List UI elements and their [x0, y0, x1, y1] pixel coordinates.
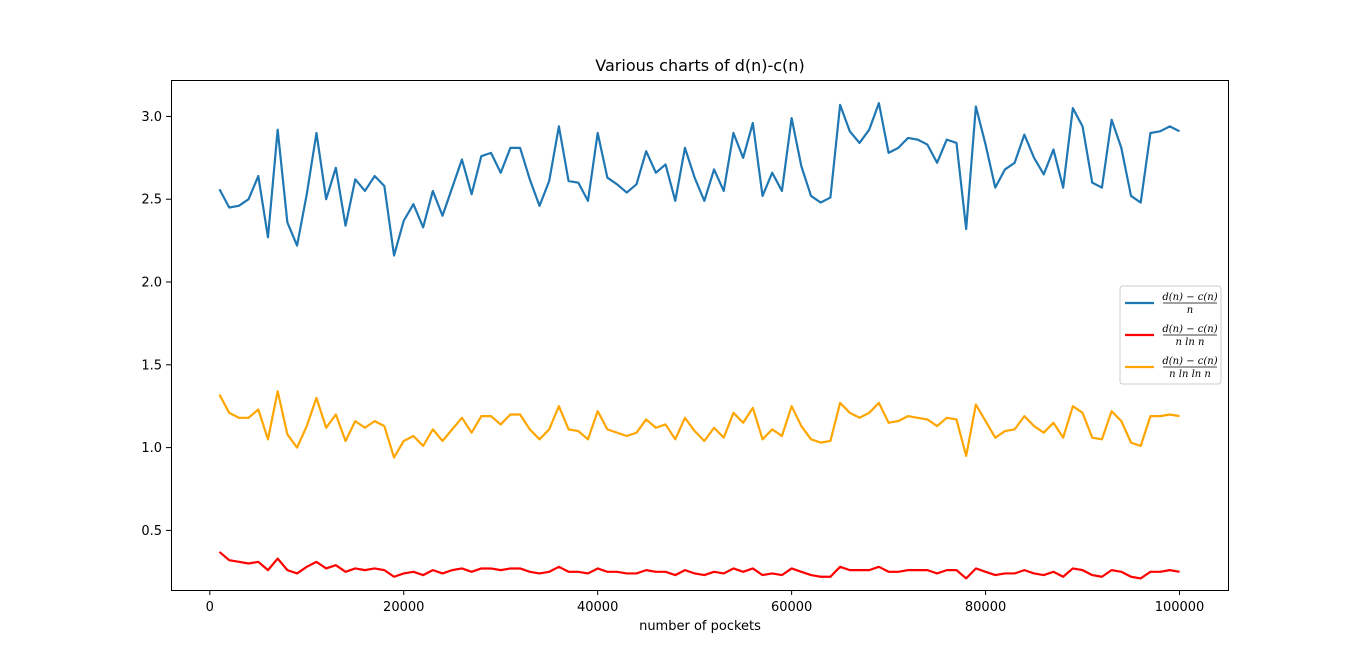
legend-label-denominator: n ln ln n: [1169, 369, 1211, 380]
x-tick-label: 60000: [771, 600, 812, 615]
chart-title: Various charts of d(n)-c(n): [595, 56, 804, 75]
legend-label-denominator: n: [1187, 305, 1193, 316]
x-axis: 0 20000 40000 60000 80000 100000: [206, 590, 1205, 615]
x-tick-label: 100000: [1155, 600, 1205, 615]
x-tick-label: 20000: [383, 600, 424, 615]
series-line-2: [218, 551, 1180, 580]
x-axis-label: number of pockets: [639, 619, 761, 634]
x-tick-label: 0: [206, 600, 214, 615]
x-tick-label: 80000: [965, 600, 1006, 615]
y-tick-label: 2.5: [141, 193, 162, 208]
x-tick-label: 40000: [577, 600, 618, 615]
y-tick-label: 1.0: [141, 441, 162, 456]
y-axis: 0.5 1.0 1.5 2.0 2.5 3.0: [141, 110, 171, 539]
y-tick-label: 0.5: [141, 524, 162, 539]
legend-label-numerator: d(n) − c(n): [1162, 356, 1217, 367]
legend: d(n) − c(n) n d(n) − c(n) n ln n d(n) − c(n)…: [1119, 285, 1222, 385]
y-tick-label: 1.5: [141, 358, 162, 373]
plot-frame: [171, 80, 1229, 591]
series-layer: [218, 102, 1181, 580]
legend-label-numerator: d(n) − c(n): [1162, 292, 1217, 303]
series-line-1: [218, 102, 1181, 257]
legend-label-denominator: n ln n: [1176, 337, 1205, 348]
y-tick-label: 2.0: [141, 276, 162, 291]
legend-label-numerator: d(n) − c(n): [1162, 324, 1217, 335]
y-tick-label: 3.0: [141, 110, 162, 125]
series-line-3: [218, 390, 1180, 459]
